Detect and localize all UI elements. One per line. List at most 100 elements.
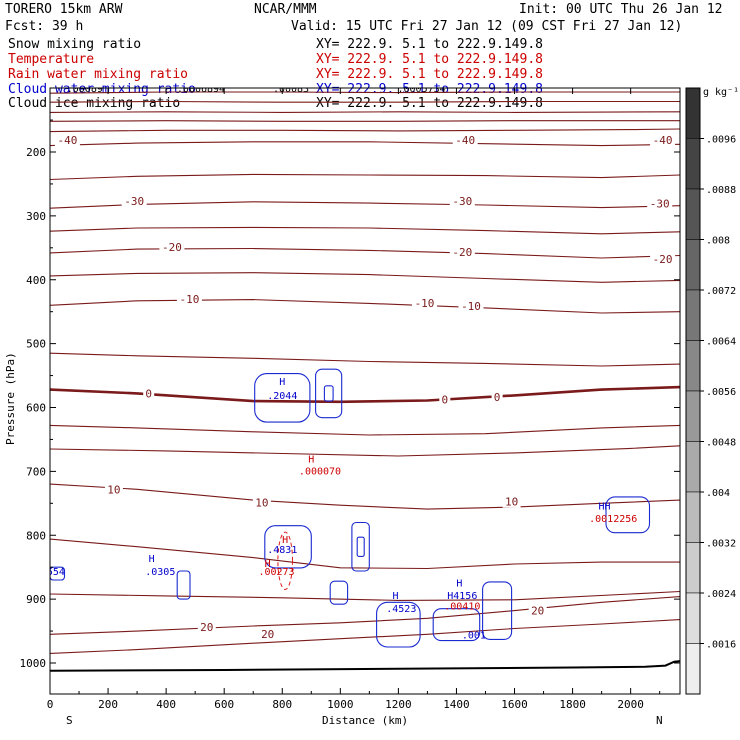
temperature-label-bg-15: [104, 483, 123, 496]
temperature-label-bg-3: [121, 194, 147, 207]
temperature-contour-11: [50, 299, 680, 314]
temperature-label-5: -30: [650, 197, 670, 210]
temperature-label-7: -20: [452, 246, 472, 259]
temperature-label-13: 0: [441, 394, 448, 407]
temperature-label-11: -10: [461, 300, 481, 313]
temperature-label-8: -20: [653, 253, 673, 266]
temperature-label-bg-0: [54, 134, 80, 147]
temperature-label-bg-11: [458, 300, 484, 313]
temperature-contour-18: [50, 590, 680, 601]
cloud-water-contour-2: [323, 385, 334, 402]
temperature-contour-19: [50, 596, 680, 635]
y-tick-label-6: 800: [26, 529, 46, 542]
temperature-contour-20: [50, 619, 680, 654]
temperature-label-20: 20: [531, 604, 544, 617]
temperature-label-bg-6: [159, 240, 185, 253]
colorbar-swatch-6: [685, 441, 701, 493]
temperature-label-bg-16: [252, 496, 271, 509]
field-temperature: Temperature: [8, 52, 94, 67]
y-tick-label-2: 400: [26, 274, 46, 287]
colorbar-swatch-top: [686, 88, 700, 139]
annotation-10: H: [149, 554, 155, 565]
colorbar-swatch-7: [685, 491, 701, 543]
cloud-water-contour-10: [482, 581, 513, 640]
temperature-label-18: 20: [200, 621, 213, 634]
colorbar-swatch-3: [685, 289, 701, 341]
cloud-water-contour-1: [315, 368, 343, 419]
temperature-contour-15: [50, 445, 680, 457]
temperature-label-bg-13: [439, 393, 451, 406]
y-tick-label-1: 300: [26, 210, 46, 223]
colorbar-label-0: .0096: [706, 135, 736, 146]
cloud-water-contour-7: [329, 580, 349, 605]
cloud-water-contour-9: [432, 608, 481, 642]
x-tick-label-5: 1000: [327, 698, 354, 711]
temperature-contour-16: [50, 483, 680, 510]
x-tick-label-2: 400: [156, 698, 176, 711]
model-title: TORERO 15km ARW: [5, 2, 123, 17]
temperature-label-12: 0: [145, 388, 152, 401]
temperature-label-2: -40: [653, 134, 673, 147]
org-label: NCAR/MMM: [254, 2, 317, 17]
temperature-label-17: 10: [505, 496, 518, 509]
colorbar-swatch-10: [685, 643, 701, 695]
y-axis-title: Pressure (hPa): [4, 352, 17, 445]
temperature-contour-3: [50, 120, 680, 122]
colorbar-label-2: .008: [706, 236, 730, 247]
cloud-water-contour-0: [254, 373, 311, 423]
header: TORERO 15km ARW NCAR/MMM Init: 00 UTC Th…: [5, 2, 723, 111]
colorbar-label-3: .0072: [706, 286, 736, 297]
temperature-label-bg-19: [258, 627, 277, 640]
field-cloud-ice: Cloud ice mixing ratio: [8, 96, 180, 111]
colorbar-swatch-5: [685, 390, 701, 442]
y-tick-label-8: 1000: [20, 657, 47, 670]
temperature-label-bg-10: [412, 297, 437, 309]
cloud-water-contour-5: [356, 536, 365, 557]
temperature-contour-8: [50, 226, 680, 235]
cloud-water-contour-8: [376, 601, 421, 648]
annotation-7: .4831: [267, 545, 297, 556]
colorbar: .0096 .0088 .008 .0072 .0064 .0056 .0048 .004 .0…: [685, 87, 736, 695]
field-cloud-ice-xy: XY= 222.9. 5.1 to 222.9.149.8: [316, 96, 543, 111]
temperature-contour-5: [50, 141, 680, 147]
annotation-3: .000070: [299, 467, 341, 478]
colorbar-label-5: .0056: [706, 387, 736, 398]
annotation-22: .0005734: [398, 84, 446, 95]
temperature-contour-1: [50, 100, 680, 103]
temperature-label-9: -10: [179, 293, 199, 306]
x-tick-label-8: 1600: [501, 698, 528, 711]
annotation-18: .001: [462, 631, 486, 642]
y-tick-label-7: 900: [26, 593, 46, 606]
temperature-label-bg-9: [176, 293, 202, 306]
plot-area: -40 -40 -40 -30 -30 -30 -20 -20 -20 -10 -10 -10 0 0 0 1…: [50, 84, 680, 672]
cloud-water-contour-12: [50, 566, 66, 581]
temperature-label-bg-1: [452, 134, 478, 147]
end-label-north: N: [656, 714, 663, 727]
temperature-label-14: 0: [494, 391, 501, 404]
annotation-17: .00410: [444, 601, 480, 612]
annotation-2: H: [308, 454, 314, 465]
temperature-contour-14: [50, 424, 680, 436]
y-tick-label-5: 700: [26, 465, 46, 478]
colorbar-label-6: .0048: [706, 438, 736, 449]
temperature-label-6: -20: [162, 241, 182, 254]
terrain-line: [50, 660, 680, 672]
colorbar-swatch-1: [685, 188, 701, 240]
annotation-8: H: [265, 559, 271, 570]
temperature-label-bg-2: [650, 134, 676, 147]
colorbar-unit: g kg⁻¹: [703, 87, 739, 98]
cloud-water-contour-6: [176, 570, 191, 600]
field-snow-xy: XY= 222.9. 5.1 to 222.9.149.8: [316, 37, 543, 52]
annotation-0: H: [279, 377, 285, 388]
temperature-contour-9: [50, 247, 680, 259]
annotation-6: H: [282, 535, 288, 546]
temperature-label-16: 10: [255, 496, 268, 509]
init-time: Init: 00 UTC Thu 26 Jan 12: [519, 2, 723, 17]
plot-frame: [49, 87, 681, 695]
end-label-south: S: [66, 714, 73, 727]
temperature-label-bg-7: [449, 245, 475, 258]
colorbar-swatch-8: [685, 542, 701, 594]
temperature-label-15: 10: [107, 484, 120, 497]
temperature-label-0: -40: [57, 134, 77, 147]
